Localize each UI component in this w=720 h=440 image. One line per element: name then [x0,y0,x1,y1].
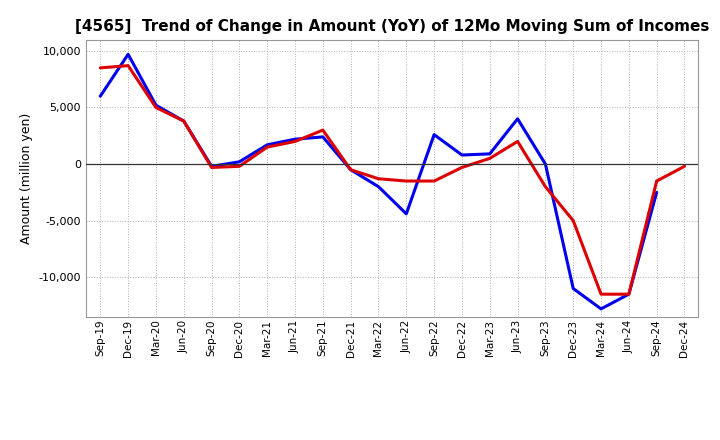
Ordinary Income [179,118,188,124]
Net Income [652,178,661,183]
Net Income [541,184,550,189]
Net Income [485,156,494,161]
Net Income [430,178,438,183]
Ordinary Income [124,51,132,57]
Ordinary Income [485,151,494,157]
Net Income [374,176,383,181]
Ordinary Income [652,190,661,195]
Net Income [597,292,606,297]
Net Income [124,63,132,68]
Ordinary Income [430,132,438,137]
Line: Ordinary Income: Ordinary Income [100,54,657,309]
Net Income [235,164,243,169]
Ordinary Income [207,164,216,169]
Net Income [152,105,161,110]
Net Income [458,165,467,170]
Ordinary Income [235,159,243,165]
Net Income [318,128,327,133]
Net Income [513,139,522,144]
Y-axis label: Amount (million yen): Amount (million yen) [19,113,33,244]
Ordinary Income [152,103,161,108]
Ordinary Income [541,161,550,167]
Ordinary Income [263,142,271,147]
Ordinary Income [513,116,522,121]
Net Income [96,65,104,70]
Ordinary Income [569,286,577,291]
Net Income [569,218,577,223]
Net Income [680,164,689,169]
Net Income [263,144,271,150]
Ordinary Income [318,134,327,139]
Net Income [291,139,300,144]
Title: [4565]  Trend of Change in Amount (YoY) of 12Mo Moving Sum of Incomes: [4565] Trend of Change in Amount (YoY) o… [75,19,710,34]
Ordinary Income [96,94,104,99]
Ordinary Income [346,167,355,172]
Net Income [346,167,355,172]
Ordinary Income [597,306,606,312]
Net Income [402,178,410,183]
Ordinary Income [624,292,633,297]
Net Income [624,292,633,297]
Ordinary Income [458,152,467,158]
Line: Net Income: Net Income [100,66,685,294]
Net Income [207,165,216,170]
Ordinary Income [374,184,383,189]
Net Income [179,118,188,124]
Ordinary Income [402,211,410,216]
Ordinary Income [291,136,300,142]
